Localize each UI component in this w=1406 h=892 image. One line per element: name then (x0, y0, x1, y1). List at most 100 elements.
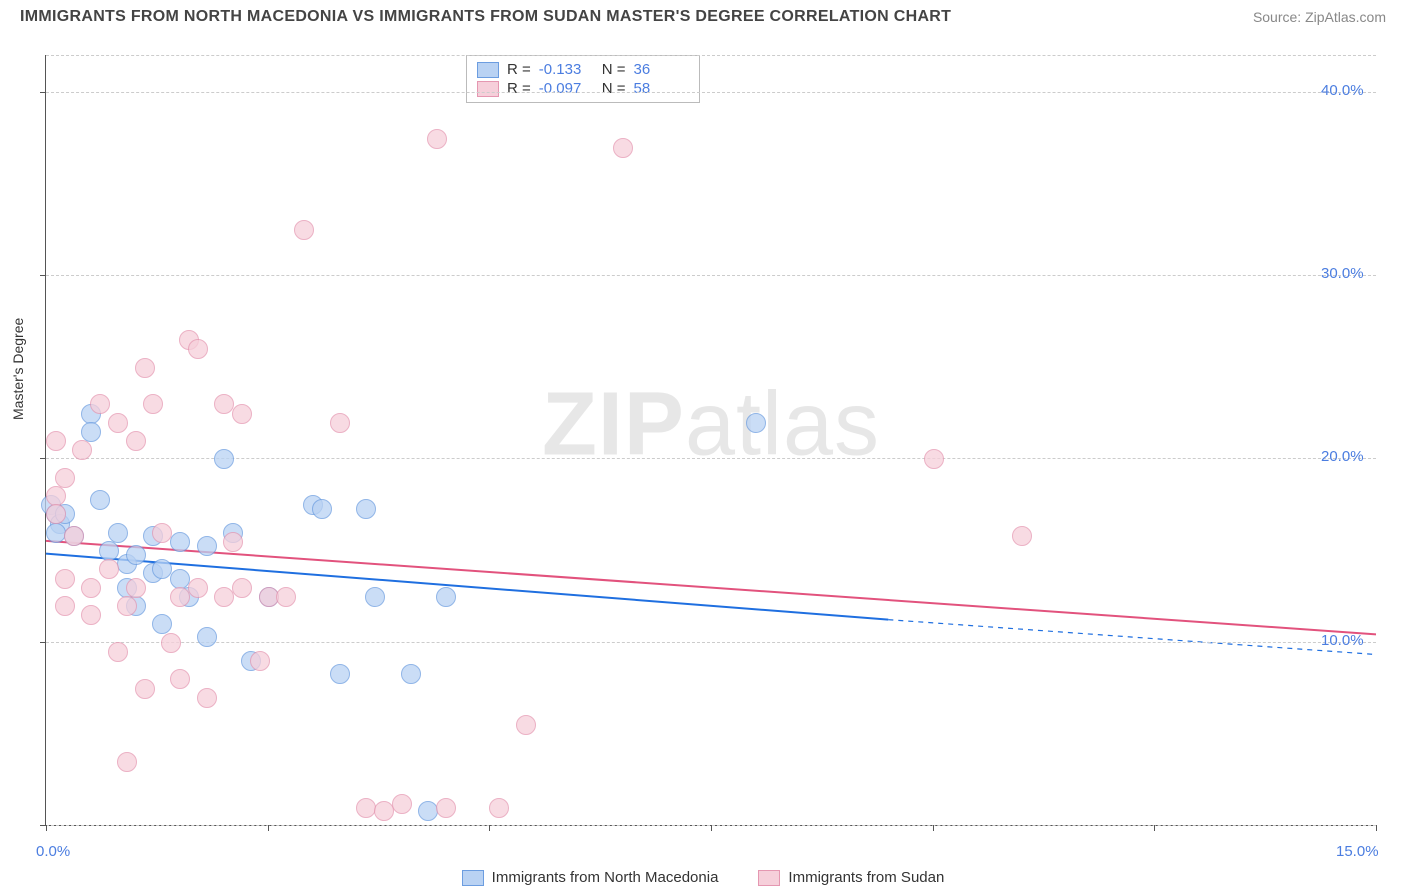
data-point (232, 404, 252, 424)
data-point (1012, 526, 1032, 546)
data-point (188, 339, 208, 359)
x-tick (1154, 825, 1155, 831)
data-point (170, 532, 190, 552)
data-point (143, 394, 163, 414)
n-value: 36 (634, 61, 689, 78)
data-point (170, 669, 190, 689)
data-point (81, 422, 101, 442)
data-point (99, 541, 119, 561)
legend-swatch (462, 870, 484, 886)
data-point (436, 798, 456, 818)
r-value: -0.097 (539, 80, 594, 97)
y-tick (40, 642, 46, 643)
x-tick (1376, 825, 1377, 831)
data-point (126, 545, 146, 565)
y-tick (40, 825, 46, 826)
y-tick (40, 458, 46, 459)
series-legend: Immigrants from North Macedonia Immigrant… (0, 863, 1406, 892)
grid-line (46, 92, 1376, 93)
data-point (401, 664, 421, 684)
data-point (81, 578, 101, 598)
legend-swatch (477, 81, 499, 97)
grid-line (46, 55, 1376, 56)
y-tick-label: 20.0% (1321, 448, 1376, 465)
data-point (90, 394, 110, 414)
trend-lines (46, 55, 1376, 825)
data-point (126, 431, 146, 451)
data-point (90, 490, 110, 510)
legend-swatch (758, 870, 780, 886)
grid-line (46, 642, 1376, 643)
x-tick-label: 0.0% (36, 843, 70, 860)
data-point (365, 587, 385, 607)
y-tick-label: 10.0% (1321, 632, 1376, 649)
legend-item: Immigrants from Sudan (758, 869, 944, 886)
source-label: Source: ZipAtlas.com (1253, 9, 1386, 25)
data-point (117, 752, 137, 772)
data-point (924, 449, 944, 469)
data-point (46, 486, 66, 506)
data-point (436, 587, 456, 607)
data-point (197, 536, 217, 556)
grid-line (46, 458, 1376, 459)
data-point (170, 587, 190, 607)
x-tick (268, 825, 269, 831)
data-point (188, 578, 208, 598)
data-point (232, 578, 252, 598)
n-label: N = (602, 61, 626, 78)
stats-legend: R =-0.133N =36R =-0.097N =58 (466, 55, 700, 103)
data-point (55, 468, 75, 488)
data-point (46, 523, 66, 543)
data-point (312, 499, 332, 519)
data-point (330, 413, 350, 433)
x-tick (489, 825, 490, 831)
r-label: R = (507, 80, 531, 97)
data-point (161, 633, 181, 653)
legend-item: Immigrants from North Macedonia (462, 869, 719, 886)
data-point (46, 431, 66, 451)
data-point (427, 129, 447, 149)
data-point (108, 642, 128, 662)
data-point (489, 798, 509, 818)
grid-line (46, 275, 1376, 276)
data-point (64, 526, 84, 546)
data-point (330, 664, 350, 684)
data-point (170, 569, 190, 589)
data-point (135, 679, 155, 699)
legend-label: Immigrants from Sudan (788, 869, 944, 886)
legend-stat-row: R =-0.097N =58 (477, 79, 689, 98)
legend-label: Immigrants from North Macedonia (492, 869, 719, 886)
data-point (135, 358, 155, 378)
data-point (126, 578, 146, 598)
data-point (117, 596, 137, 616)
data-point (72, 440, 92, 460)
data-point (214, 449, 234, 469)
watermark: ZIPatlas (542, 373, 880, 476)
y-tick (40, 275, 46, 276)
n-label: N = (602, 80, 626, 97)
r-value: -0.133 (539, 61, 594, 78)
data-point (516, 715, 536, 735)
data-point (223, 532, 243, 552)
r-label: R = (507, 61, 531, 78)
y-tick (40, 92, 46, 93)
x-tick (933, 825, 934, 831)
data-point (418, 801, 438, 821)
data-point (250, 651, 270, 671)
y-tick-label: 30.0% (1321, 265, 1376, 282)
x-tick (711, 825, 712, 831)
legend-stat-row: R = -0.133 N = 36 (477, 60, 689, 79)
y-axis-label: Master's Degree (10, 318, 26, 420)
data-point (356, 798, 376, 818)
data-point (197, 627, 217, 647)
data-point (746, 413, 766, 433)
data-point (99, 559, 119, 579)
data-point (55, 596, 75, 616)
data-point (108, 523, 128, 543)
chart-title: IMMIGRANTS FROM NORTH MACEDONIA VS IMMIG… (20, 8, 951, 26)
data-point (392, 794, 412, 814)
data-point (197, 688, 217, 708)
data-point (152, 523, 172, 543)
data-point (356, 499, 376, 519)
data-point (613, 138, 633, 158)
